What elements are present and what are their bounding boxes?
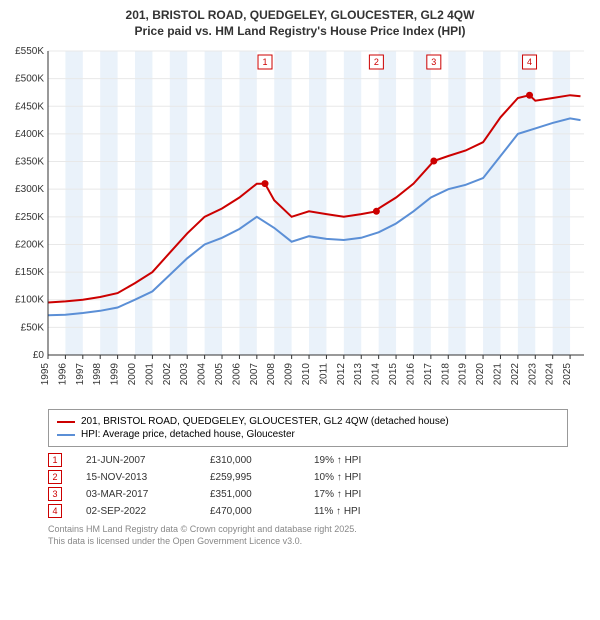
xtick-label: 2005 <box>214 363 225 386</box>
xtick-label: 1995 <box>40 363 51 386</box>
xtick-label: 2000 <box>127 363 138 386</box>
chart-svg: £0 £50K £100K £150K £200K £250K £300K £350K £400… <box>10 45 590 405</box>
ytick-label: £450K <box>15 101 44 112</box>
ytick-label: £200K <box>15 240 44 251</box>
xtick-label: 2011 <box>318 363 329 385</box>
xtick-label: 2002 <box>162 363 173 386</box>
sales-table: 1 21-JUN-2007 £310,000 19% ↑ HPI 2 15-NOV-201… <box>48 453 568 518</box>
sale-dot <box>430 158 437 165</box>
footer-line2: This data is licensed under the Open Gov… <box>48 536 302 546</box>
year-band <box>413 51 430 355</box>
sale-marker-num: 3 <box>431 57 436 67</box>
title-line1: 201, BRISTOL ROAD, QUEDGELEY, GLOUCESTER… <box>126 8 475 22</box>
year-band <box>483 51 500 355</box>
sale-hpi: 11% ↑ HPI <box>314 506 394 517</box>
xtick-label: 2023 <box>527 363 538 386</box>
sale-row-marker: 3 <box>48 487 62 501</box>
xtick-label: 1999 <box>110 363 121 386</box>
sale-row: 4 02-SEP-2022 £470,000 11% ↑ HPI <box>48 504 568 518</box>
year-band <box>344 51 361 355</box>
xtick-label: 2013 <box>353 363 364 386</box>
legend-label: 201, BRISTOL ROAD, QUEDGELEY, GLOUCESTER… <box>81 416 449 427</box>
footer-line1: Contains HM Land Registry data © Crown c… <box>48 524 357 534</box>
year-band <box>170 51 187 355</box>
ytick-label: £50K <box>21 323 45 334</box>
xtick-label: 2007 <box>249 363 260 386</box>
xtick-label: 2015 <box>388 363 399 386</box>
year-band <box>205 51 222 355</box>
sale-price: £310,000 <box>210 455 290 466</box>
sale-row-marker: 4 <box>48 504 62 518</box>
legend-row: 201, BRISTOL ROAD, QUEDGELEY, GLOUCESTER… <box>57 416 559 427</box>
xtick-label: 1996 <box>57 363 68 386</box>
xtick-label: 2003 <box>179 363 190 386</box>
ytick-label: £500K <box>15 74 44 85</box>
ytick-label: £100K <box>15 295 44 306</box>
year-band <box>448 51 465 355</box>
sale-hpi: 19% ↑ HPI <box>314 455 394 466</box>
ytick-label: £0 <box>33 350 45 361</box>
sale-dot <box>262 180 269 187</box>
legend-label: HPI: Average price, detached house, Glou… <box>81 429 295 440</box>
xtick-label: 2012 <box>336 363 347 386</box>
footer-attribution: Contains HM Land Registry data © Crown c… <box>48 524 590 547</box>
xtick-label: 2019 <box>458 363 469 386</box>
xtick-label: 2018 <box>440 363 451 386</box>
legend-swatch <box>57 434 75 436</box>
legend-row: HPI: Average price, detached house, Glou… <box>57 429 559 440</box>
ytick-label: £350K <box>15 157 44 168</box>
xtick-label: 2014 <box>371 363 382 386</box>
xtick-label: 2009 <box>284 363 295 386</box>
year-band <box>239 51 256 355</box>
sale-marker-num: 1 <box>263 57 268 67</box>
sale-hpi: 10% ↑ HPI <box>314 472 394 483</box>
sale-date: 02-SEP-2022 <box>86 506 186 517</box>
sale-price: £470,000 <box>210 506 290 517</box>
chart-title: 201, BRISTOL ROAD, QUEDGELEY, GLOUCESTER… <box>10 8 590 39</box>
year-band <box>65 51 82 355</box>
ytick-label: £550K <box>15 46 44 57</box>
ytick-label: £150K <box>15 267 44 278</box>
xtick-label: 2004 <box>197 363 208 386</box>
xtick-label: 2001 <box>144 363 155 386</box>
xtick-label: 2006 <box>231 363 242 386</box>
sale-row: 3 03-MAR-2017 £351,000 17% ↑ HPI <box>48 487 568 501</box>
sale-price: £351,000 <box>210 489 290 500</box>
chart-area: £0 £50K £100K £150K £200K £250K £300K £350K £400… <box>10 45 590 405</box>
sale-date: 21-JUN-2007 <box>86 455 186 466</box>
sale-date: 15-NOV-2013 <box>86 472 186 483</box>
title-line2: Price paid vs. HM Land Registry's House … <box>135 24 466 38</box>
xtick-label: 2017 <box>423 363 434 386</box>
year-band <box>135 51 152 355</box>
legend: 201, BRISTOL ROAD, QUEDGELEY, GLOUCESTER… <box>48 409 568 447</box>
xtick-label: 2010 <box>301 363 312 386</box>
sale-price: £259,995 <box>210 472 290 483</box>
xtick-label: 2024 <box>545 363 556 386</box>
xtick-label: 1998 <box>92 363 103 386</box>
sale-row-marker: 1 <box>48 453 62 467</box>
xtick-label: 2022 <box>510 363 521 386</box>
sale-marker-num: 4 <box>527 57 532 67</box>
xtick-label: 2020 <box>475 363 486 386</box>
xtick-label: 2025 <box>562 363 573 386</box>
ytick-label: £300K <box>15 184 44 195</box>
sale-row: 1 21-JUN-2007 £310,000 19% ↑ HPI <box>48 453 568 467</box>
sale-dot <box>373 208 380 215</box>
legend-swatch <box>57 421 75 423</box>
sale-marker-num: 2 <box>374 57 379 67</box>
ytick-label: £400K <box>15 129 44 140</box>
xtick-label: 2021 <box>492 363 503 386</box>
sale-date: 03-MAR-2017 <box>86 489 186 500</box>
sale-hpi: 17% ↑ HPI <box>314 489 394 500</box>
sale-row-marker: 2 <box>48 470 62 484</box>
sale-row: 2 15-NOV-2013 £259,995 10% ↑ HPI <box>48 470 568 484</box>
xtick-label: 1997 <box>75 363 86 386</box>
ytick-label: £250K <box>15 212 44 223</box>
year-band <box>309 51 326 355</box>
sale-dot <box>526 92 533 99</box>
xtick-label: 2016 <box>405 363 416 386</box>
xtick-label: 2008 <box>266 363 277 386</box>
